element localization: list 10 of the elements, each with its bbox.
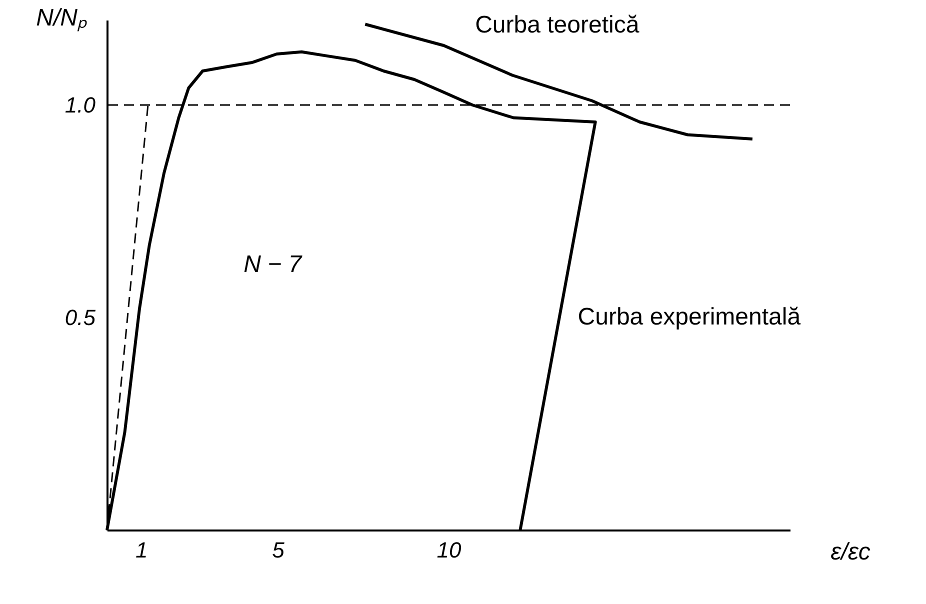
y-tick-label: 0.5 (64, 305, 96, 330)
annotation: Curba experimentală (578, 304, 802, 330)
x-tick-label: 1 (136, 538, 148, 562)
annotation: N − 7 (244, 250, 304, 278)
annotation: Curba teoretică (475, 12, 640, 38)
x-tick-label: 10 (436, 538, 462, 562)
x-axis-title: ε/εc (830, 538, 870, 566)
x-tick-label: 5 (272, 538, 286, 562)
y-axis-title: N/Nₚ (36, 4, 88, 32)
y-tick-label: 1.0 (64, 92, 96, 118)
